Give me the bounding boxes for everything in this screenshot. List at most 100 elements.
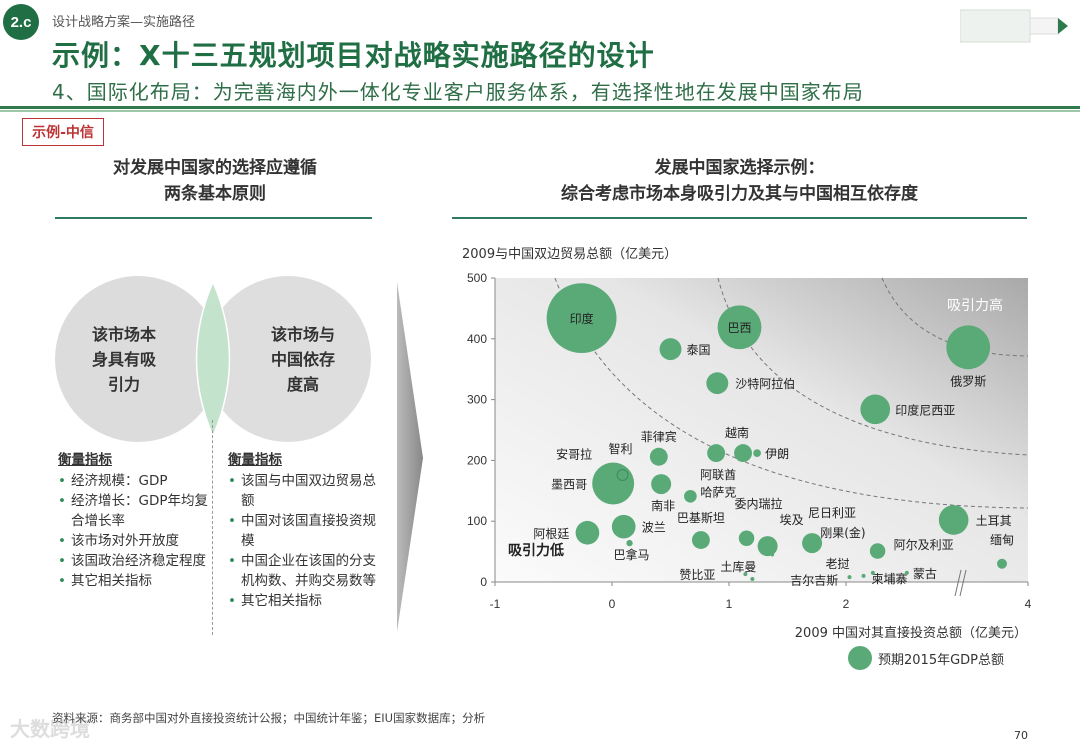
bubble-label: 巴西 — [728, 321, 752, 335]
left-heading-line2: 两条基本原则 — [164, 184, 266, 204]
metric-item: 其它相关指标 — [228, 591, 380, 611]
bubble-label: 泰国 — [687, 343, 711, 357]
metric-item: 经济增长：GDP年均复合增长率 — [58, 491, 208, 531]
bubble-label: 巴拿马 — [614, 547, 650, 562]
divider — [0, 110, 1080, 112]
chevron-arrow-icon — [397, 282, 423, 632]
bubble-埃及 — [757, 536, 778, 557]
metric-item: 该市场对外开放度 — [58, 531, 208, 551]
bubble-label: 伊朗 — [765, 447, 789, 461]
bubble-label: 土库曼 — [720, 559, 756, 574]
bubble-label: 印度尼西亚 — [895, 402, 955, 417]
bubble-label: 尼日利亚 — [808, 506, 856, 520]
bubble-哈萨克 — [684, 489, 697, 503]
annotation-low: 吸引力低 — [508, 542, 564, 559]
circle-text: 中国依存 — [270, 349, 335, 369]
bubble-label: 缅甸 — [990, 533, 1014, 547]
bubble-沙特阿拉伯 — [706, 372, 729, 395]
iso-curve — [881, 277, 1029, 357]
bubble-巴基斯坦 — [691, 531, 710, 549]
bubble-label: 阿根廷 — [533, 527, 569, 541]
venn-circle-interdependence: 该市场与中国依存度高 — [205, 276, 371, 442]
bubble-label: 赞比亚 — [679, 568, 715, 582]
right-heading-line2: 综合考虑市场本身吸引力及其与中国相互依存度 — [561, 184, 918, 204]
y-tick-label: 100 — [467, 514, 487, 528]
source-note: 资料来源：商务部中国对外直接投资统计公报；中国统计年鉴；EIU国家数据库；分析 — [52, 711, 486, 725]
bubble-label: 柬埔寨 — [872, 571, 908, 586]
bubble-土库曼 — [750, 576, 755, 581]
bubble-土耳其 — [938, 505, 969, 535]
bubble-label: 巴基斯坦 — [677, 511, 725, 525]
bubble-label: 安哥拉 — [556, 447, 592, 462]
bubble-柬埔寨 — [861, 573, 866, 578]
bubble-label: 墨西哥 — [551, 478, 587, 492]
x-tick-label: -1 — [490, 597, 501, 611]
bubble-老挝 — [847, 575, 852, 580]
bubble-label: 吉尔吉斯 — [790, 573, 838, 588]
metric-item: 其它相关指标 — [58, 571, 208, 591]
circle-text: 该市场与 — [270, 324, 335, 344]
circle-text: 度高 — [286, 374, 319, 394]
right-heading-line1: 发展中国家选择示例： — [654, 158, 825, 178]
circle-text: 该市场本 — [91, 324, 156, 344]
bubble-label: 土耳其 — [976, 514, 1012, 528]
section-badge: 2.c — [3, 4, 39, 40]
bubble-菲律宾 — [649, 447, 668, 466]
y-tick-label: 500 — [467, 271, 487, 285]
bubble-label: 埃及 — [780, 513, 804, 527]
venn-overlap — [195, 280, 231, 438]
bubble-印度 — [546, 283, 617, 354]
left-metrics-list: 衡量指标 经济规模：GDP经济增长：GDP年均复合增长率该市场对外开放度该国政治… — [58, 450, 208, 591]
bubble-label: 印度 — [570, 311, 594, 326]
divider — [0, 106, 1080, 109]
bubble-波兰 — [611, 514, 636, 539]
bubble-智利 — [616, 469, 629, 481]
bubble-俄罗斯 — [946, 325, 991, 370]
bubble-赞比亚 — [743, 572, 748, 577]
circle-text: 引力 — [107, 374, 140, 394]
bubble-印度尼西亚 — [860, 394, 891, 425]
x-tick-label: 0 — [609, 597, 616, 611]
bubble-label: 俄罗斯 — [950, 374, 986, 388]
metric-item: 该国政治经济稳定程度 — [58, 551, 208, 571]
y-tick-label: 300 — [467, 393, 487, 407]
x-tick-label: 4 — [1025, 597, 1032, 611]
legend-label: 预期2015年GDP总额 — [878, 653, 1005, 668]
bubble-蒙古 — [904, 570, 909, 575]
bubble-巴西 — [717, 305, 762, 350]
bubble-label: 南非 — [651, 498, 675, 513]
bubble-label: 阿尔及利亚 — [894, 537, 954, 552]
bubble-刚果(金) — [870, 570, 875, 575]
bubble-吉尔吉斯 — [770, 552, 775, 557]
y-tick-label: 400 — [467, 332, 487, 346]
y-tick-label: 200 — [467, 453, 487, 467]
page-subtitle: 4、国际化布局：为完善海内外一体化专业客户服务体系，有选择性地在发展中国家布局 — [52, 80, 864, 104]
left-heading: 对发展中国家的选择应遵循 两条基本原则 — [55, 155, 375, 207]
metric-item: 经济规模：GDP — [58, 471, 208, 491]
right-heading: 发展中国家选择示例： 综合考虑市场本身吸引力及其与中国相互依存度 — [452, 155, 1027, 207]
breadcrumb: 设计战略方案—实施路径 — [52, 15, 196, 30]
legend-bubble-icon — [848, 646, 872, 670]
bubble-label: 菲律宾 — [641, 429, 677, 444]
bubble-label: 智利 — [609, 441, 633, 456]
metrics-title: 衡量指标 — [228, 452, 282, 468]
bubble-label: 沙特阿拉伯 — [735, 376, 795, 391]
venn-circle-attractiveness: 该市场本身具有吸引力 — [55, 276, 221, 442]
bubble-越南 — [734, 444, 752, 463]
bubble-巴拿马 — [626, 539, 633, 547]
bubble-尼日利亚 — [802, 533, 823, 554]
bubble-墨西哥 — [592, 462, 635, 505]
left-heading-line1: 对发展中国家的选择应遵循 — [113, 158, 317, 178]
bubble-阿尔及利亚 — [869, 543, 886, 559]
bubble-阿联酋 — [707, 444, 726, 463]
metric-item: 中国对该国直接投资规模 — [228, 511, 380, 551]
bubble-label: 哈萨克 — [700, 485, 736, 499]
bubble-label: 越南 — [725, 425, 749, 440]
bubble-阿根廷 — [575, 520, 600, 545]
circle-text: 身具有吸 — [91, 349, 156, 369]
dashed-divider — [212, 420, 213, 635]
bubble-南非 — [651, 474, 672, 495]
y-tick-label: 0 — [480, 575, 487, 589]
bubble-缅甸 — [997, 558, 1007, 569]
